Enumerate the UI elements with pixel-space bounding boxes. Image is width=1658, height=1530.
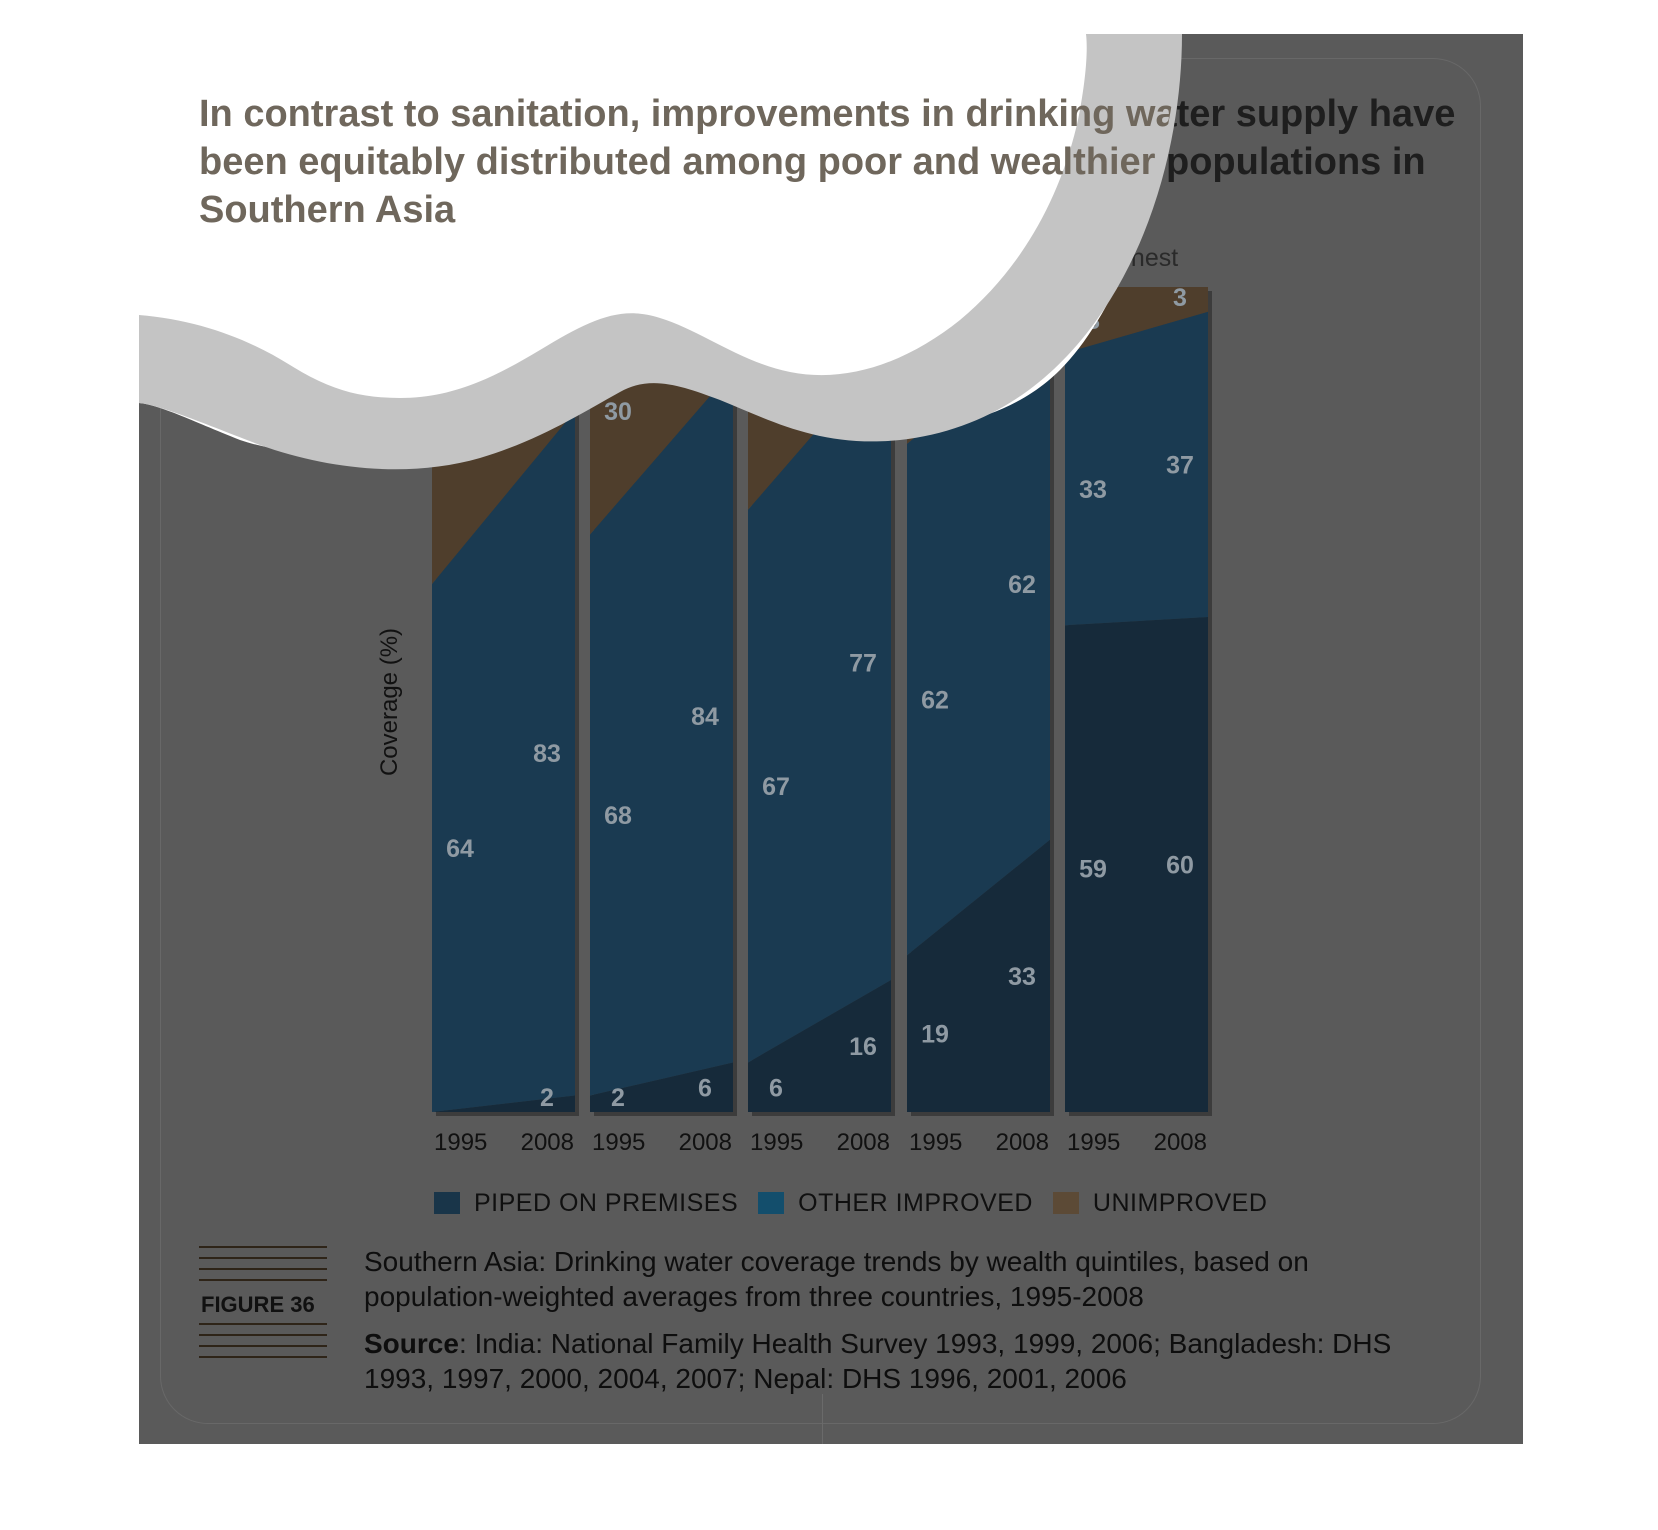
area-piped-on-premises: [907, 839, 1050, 1112]
x-tick-label: 2008: [521, 1129, 574, 1156]
data-label-unimproved: 10: [691, 315, 719, 343]
panel-header: 4th: [961, 244, 996, 272]
data-label-piped: 19: [921, 1021, 949, 1049]
data-label-piped: 33: [1008, 963, 1036, 991]
data-label-other: 64: [446, 835, 474, 863]
data-label-piped: 60: [1166, 852, 1194, 880]
source-label: Source: [364, 1328, 459, 1359]
data-label-piped: 16: [849, 1033, 877, 1061]
legend-swatch-unimproved: [1052, 1192, 1079, 1214]
data-label-other: 37: [1166, 451, 1194, 479]
data-label-piped: 6: [698, 1074, 712, 1102]
data-label-unimproved: 8: [1086, 307, 1100, 335]
panel-4th: 4th 1995 2008 19 33 62 62 19 5: [907, 244, 1054, 1156]
data-label-piped: 6: [769, 1074, 783, 1102]
data-label-unimproved: 27: [762, 385, 790, 413]
area-other-improved: [907, 328, 1050, 956]
data-label-unimproved: 19: [921, 352, 949, 380]
data-label-piped: 59: [1079, 856, 1107, 884]
source-text: : India: National Family Health Survey 1…: [364, 1328, 1392, 1394]
legend-swatch-other: [758, 1192, 785, 1214]
panel-poorest: Poorest 1995 2008 2 64 83 36 15: [432, 244, 579, 1156]
data-label-unimproved: 5: [1015, 295, 1029, 323]
x-tick-label: 1995: [434, 1129, 487, 1156]
data-label-unimproved: 3: [1173, 284, 1187, 312]
data-label-unimproved: 7: [856, 303, 870, 331]
data-label-other: 33: [1079, 476, 1107, 504]
panel-header: 3rd: [801, 244, 837, 272]
data-label-other: 62: [1008, 571, 1036, 599]
figure-marker: FIGURE 36: [199, 1246, 327, 1362]
data-label-other: 68: [604, 802, 632, 830]
data-label-piped: 2: [540, 1084, 554, 1112]
data-label-other: 67: [762, 773, 790, 801]
data-label-piped: 2: [611, 1084, 625, 1112]
x-tick-label: 1995: [750, 1129, 803, 1156]
data-label-other: 77: [849, 649, 877, 677]
area-piped-on-premises: [1065, 617, 1208, 1112]
data-label-other: 84: [691, 703, 719, 731]
x-tick-label: 1995: [592, 1129, 645, 1156]
panel-richest: Richest 1995 2008 59 60 33 37 8 3: [1065, 244, 1212, 1156]
legend-item-other: OTHER IMPROVED: [758, 1189, 1033, 1218]
area-other-improved: [590, 369, 733, 1096]
data-label-unimproved: 36: [446, 423, 474, 451]
x-tick-label: 2008: [679, 1129, 732, 1156]
x-tick-label: 1995: [1067, 1129, 1120, 1156]
figure-number: FIGURE 36: [199, 1292, 327, 1318]
panel-3rd: 3rd 1995 2008 6 16 67 77 27 7: [748, 244, 895, 1156]
card-divider: [822, 1394, 823, 1444]
legend-label-other: OTHER IMPROVED: [798, 1188, 1033, 1217]
legend-item-piped: PIPED ON PREMISES: [434, 1189, 738, 1218]
x-tick-label: 2008: [1154, 1129, 1207, 1156]
area-other-improved: [432, 410, 575, 1112]
data-label-unimproved: 15: [533, 336, 561, 364]
chart-legend: PIPED ON PREMISES OTHER IMPROVED UNIMPRO…: [434, 1186, 1287, 1220]
area-other-improved: [748, 344, 891, 1063]
data-label-unimproved: 30: [604, 398, 632, 426]
panel-header: Poorest: [460, 244, 546, 272]
legend-label-piped: PIPED ON PREMISES: [474, 1188, 739, 1217]
panel-header: 2nd: [641, 244, 683, 272]
x-tick-label: 2008: [837, 1129, 890, 1156]
legend-label-unimproved: UNIMPROVED: [1092, 1188, 1268, 1217]
x-tick-label: 1995: [909, 1129, 962, 1156]
chart-title: In contrast to sanitation, improvements …: [199, 93, 1456, 231]
figure-caption: Southern Asia: Drinking water coverage t…: [364, 1246, 1309, 1312]
panel-header: Richest: [1095, 244, 1178, 272]
panel-2nd: 2nd 1995 2008 2 6 68 84 30 10: [590, 244, 737, 1156]
figure-source: Source: India: National Family Health Su…: [364, 1326, 1444, 1396]
data-label-other: 83: [533, 740, 561, 768]
legend-item-unimproved: UNIMPROVED: [1052, 1188, 1268, 1218]
area-piped-on-premises: [590, 1062, 733, 1112]
legend-swatch-piped: [434, 1192, 460, 1214]
data-label-other: 62: [921, 687, 949, 715]
y-axis-label: Coverage (%): [376, 628, 403, 776]
area-piped-on-premises: [748, 980, 891, 1112]
x-tick-label: 2008: [996, 1129, 1049, 1156]
